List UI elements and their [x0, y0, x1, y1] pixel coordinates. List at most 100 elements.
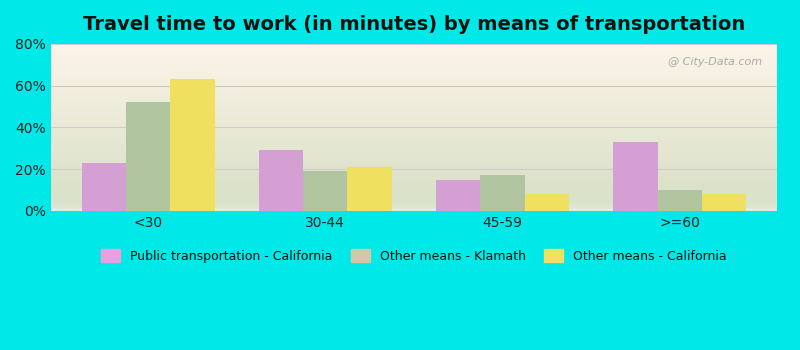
Bar	[50, 0, 777, 67]
Text: @ City-Data.com: @ City-Data.com	[669, 57, 762, 67]
Bar	[170, 79, 214, 211]
Title: Travel time to work (in minutes) by means of transportation: Travel time to work (in minutes) by mean…	[82, 15, 745, 34]
Bar	[50, 0, 777, 127]
Bar	[50, 0, 777, 94]
Bar	[50, 26, 777, 192]
Bar	[126, 102, 170, 211]
Bar	[259, 150, 303, 211]
Bar	[50, 34, 777, 201]
Bar	[50, 0, 777, 126]
Bar	[50, 17, 777, 184]
Bar	[50, 27, 777, 194]
Bar	[50, 0, 777, 91]
Bar	[50, 0, 777, 167]
Bar	[50, 0, 777, 136]
Bar	[50, 39, 777, 206]
Bar	[50, 0, 777, 134]
Bar	[50, 4, 777, 171]
Bar	[50, 0, 777, 114]
Bar	[50, 0, 777, 64]
Bar	[50, 0, 777, 146]
Bar	[50, 0, 777, 80]
Bar	[50, 0, 777, 49]
Bar	[50, 0, 777, 162]
Bar	[50, 0, 777, 101]
Bar	[50, 0, 777, 144]
Bar	[50, 0, 777, 57]
Bar	[50, 9, 777, 176]
Bar	[50, 0, 777, 121]
Bar	[50, 0, 777, 86]
Bar	[50, 0, 777, 159]
Bar	[50, 0, 777, 104]
Bar	[50, 0, 777, 106]
Bar	[50, 21, 777, 188]
Bar	[50, 0, 777, 139]
Bar	[50, 41, 777, 208]
Bar	[50, 0, 777, 149]
Bar	[50, 0, 777, 96]
Bar	[50, 0, 777, 131]
Bar	[50, 0, 777, 132]
Bar	[50, 0, 777, 147]
Bar	[50, 24, 777, 191]
Bar	[50, 0, 777, 52]
Bar	[50, 0, 777, 117]
Bar	[50, 0, 777, 142]
Bar	[50, 0, 777, 116]
Bar	[50, 0, 777, 138]
Bar	[82, 163, 126, 211]
Bar	[50, 29, 777, 196]
Bar	[50, 0, 777, 61]
Bar	[50, 15, 777, 182]
Bar	[702, 194, 746, 211]
Bar	[525, 194, 569, 211]
Bar	[50, 32, 777, 199]
Bar	[50, 2, 777, 169]
Bar	[50, 0, 777, 79]
Bar	[436, 180, 480, 211]
Bar	[50, 0, 777, 47]
Bar	[50, 0, 777, 119]
Bar	[50, 0, 777, 107]
Bar	[50, 0, 777, 124]
Bar	[50, 0, 777, 69]
Bar	[50, 0, 777, 151]
Bar	[50, 0, 777, 122]
Bar	[50, 0, 777, 154]
Bar	[50, 0, 777, 158]
Bar	[50, 36, 777, 203]
Bar	[50, 30, 777, 197]
Bar	[50, 0, 777, 89]
Bar	[50, 0, 777, 152]
Bar	[50, 14, 777, 181]
Bar	[50, 0, 777, 50]
Bar	[50, 0, 777, 71]
Bar	[50, 0, 777, 54]
Bar	[50, 0, 777, 111]
Bar	[50, 0, 777, 82]
Bar	[50, 0, 777, 99]
Bar	[50, 22, 777, 189]
Bar	[50, 0, 777, 109]
Bar	[50, 0, 777, 102]
Bar	[50, 0, 777, 97]
Bar	[50, 0, 777, 161]
Bar	[614, 142, 658, 211]
Bar	[50, 0, 777, 92]
Bar	[50, 19, 777, 186]
Bar	[50, 0, 777, 164]
Bar	[50, 7, 777, 174]
Bar	[50, 0, 777, 65]
Bar	[347, 167, 392, 211]
Bar	[50, 0, 777, 46]
Bar	[50, 0, 777, 56]
Bar	[50, 0, 777, 72]
Bar	[50, 0, 777, 87]
Bar	[50, 0, 777, 112]
Bar	[480, 175, 525, 211]
Bar	[50, 0, 777, 166]
Bar	[50, 0, 777, 74]
Bar	[658, 190, 702, 211]
Bar	[50, 0, 777, 76]
